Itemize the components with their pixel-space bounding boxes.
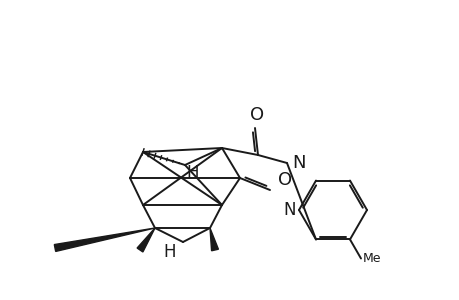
Text: O: O (277, 171, 291, 189)
Text: H: H (186, 164, 199, 182)
Text: Me: Me (362, 252, 381, 265)
Text: N: N (291, 154, 305, 172)
Text: N: N (283, 201, 295, 219)
Text: H: H (163, 243, 176, 261)
Polygon shape (137, 228, 155, 252)
Polygon shape (210, 228, 218, 251)
Polygon shape (54, 228, 155, 251)
Text: O: O (249, 106, 263, 124)
